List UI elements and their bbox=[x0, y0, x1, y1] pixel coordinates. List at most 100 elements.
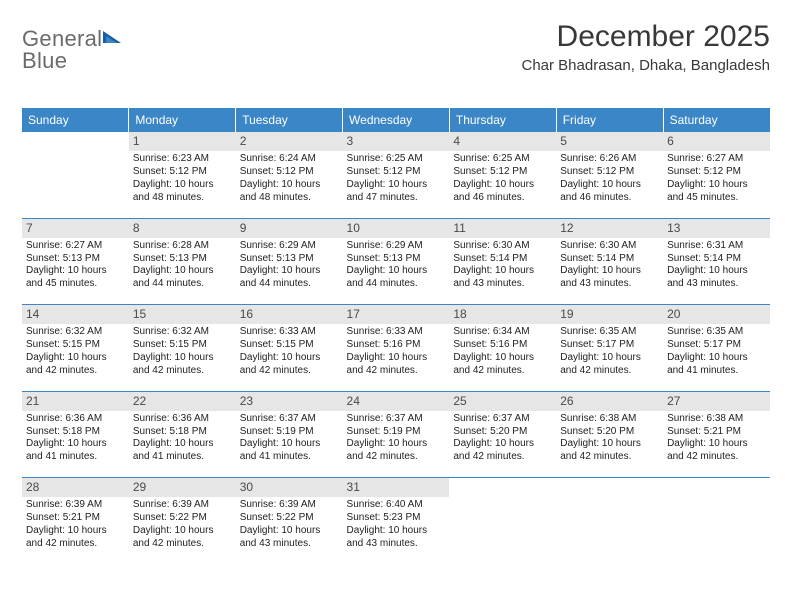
calendar-day-cell: 17Sunrise: 6:33 AMSunset: 5:16 PMDayligh… bbox=[343, 305, 450, 391]
daylight-line: Daylight: 10 hours and 48 minutes. bbox=[133, 179, 232, 205]
day-number: 28 bbox=[22, 478, 129, 497]
sunrise-line: Sunrise: 6:32 AM bbox=[133, 326, 232, 339]
sunset-line: Sunset: 5:19 PM bbox=[240, 426, 339, 439]
daylight-line: Daylight: 10 hours and 42 minutes. bbox=[347, 352, 446, 378]
day-number: 14 bbox=[22, 305, 129, 324]
sunrise-line: Sunrise: 6:25 AM bbox=[347, 153, 446, 166]
calendar-day-cell: 3Sunrise: 6:25 AMSunset: 5:12 PMDaylight… bbox=[343, 132, 450, 218]
daylight-line: Daylight: 10 hours and 46 minutes. bbox=[560, 179, 659, 205]
sunset-line: Sunset: 5:13 PM bbox=[133, 253, 232, 266]
daylight-line: Daylight: 10 hours and 42 minutes. bbox=[453, 438, 552, 464]
day-number: 15 bbox=[129, 305, 236, 324]
calendar-day-cell: 8Sunrise: 6:28 AMSunset: 5:13 PMDaylight… bbox=[129, 219, 236, 305]
calendar-day-cell: 19Sunrise: 6:35 AMSunset: 5:17 PMDayligh… bbox=[556, 305, 663, 391]
sunset-line: Sunset: 5:16 PM bbox=[347, 339, 446, 352]
daylight-line: Daylight: 10 hours and 41 minutes. bbox=[26, 438, 125, 464]
sunrise-line: Sunrise: 6:28 AM bbox=[133, 240, 232, 253]
brand-word-blue-wrap: Blue bbox=[22, 48, 67, 74]
sunrise-line: Sunrise: 6:33 AM bbox=[240, 326, 339, 339]
calendar-day-cell: 15 Sunrise: 6:32 AMSunset: 5:15 PMDayligh… bbox=[129, 305, 236, 391]
day-number: 5 bbox=[556, 132, 663, 151]
day-number: 13 bbox=[663, 219, 770, 238]
day-number: 22 bbox=[129, 392, 236, 411]
brand-word-blue: Blue bbox=[22, 48, 67, 73]
sunrise-line: Sunrise: 6:38 AM bbox=[560, 413, 659, 426]
sunset-line: Sunset: 5:18 PM bbox=[133, 426, 232, 439]
sunrise-line: Sunrise: 6:26 AM bbox=[560, 153, 659, 166]
calendar-day-cell: 4Sunrise: 6:25 AMSunset: 5:12 PMDaylight… bbox=[449, 132, 556, 218]
daylight-line: Daylight: 10 hours and 42 minutes. bbox=[560, 438, 659, 464]
header: General December 2025 Char Bhadrasan, Dh… bbox=[22, 20, 770, 74]
sunrise-line: Sunrise: 6:36 AM bbox=[133, 413, 232, 426]
sunrise-line: Sunrise: 6:39 AM bbox=[26, 499, 125, 512]
weekday-header: Friday bbox=[556, 108, 663, 132]
daylight-line: Daylight: 10 hours and 45 minutes. bbox=[26, 265, 125, 291]
daylight-line: Daylight: 10 hours and 42 minutes. bbox=[133, 525, 232, 551]
sunset-line: Sunset: 5:15 PM bbox=[133, 339, 232, 352]
calendar-day-cell: 26 Sunrise: 6:38 AMSunset: 5:20 PMDayligh… bbox=[556, 392, 663, 478]
day-number: 29 bbox=[129, 478, 236, 497]
calendar-week-row: 1Sunrise: 6:23 AMSunset: 5:12 PMDaylight… bbox=[22, 132, 770, 218]
month-title: December 2025 bbox=[522, 20, 771, 53]
day-number: 20 bbox=[663, 305, 770, 324]
calendar-day-cell: 18Sunrise: 6:34 AMSunset: 5:16 PMDayligh… bbox=[449, 305, 556, 391]
calendar-day-cell: 13Sunrise: 6:31 AMSunset: 5:14 PMDayligh… bbox=[663, 219, 770, 305]
sunrise-line: Sunrise: 6:34 AM bbox=[453, 326, 552, 339]
sunrise-line: Sunrise: 6:37 AM bbox=[453, 413, 552, 426]
daylight-line: Daylight: 10 hours and 42 minutes. bbox=[667, 438, 766, 464]
day-number: 4 bbox=[449, 132, 556, 151]
day-number: 21 bbox=[22, 392, 129, 411]
sunset-line: Sunset: 5:12 PM bbox=[133, 166, 232, 179]
calendar-day-cell: 20Sunrise: 6:35 AMSunset: 5:17 PMDayligh… bbox=[663, 305, 770, 391]
calendar-day-cell: 7Sunrise: 6:27 AMSunset: 5:13 PMDaylight… bbox=[22, 219, 129, 305]
sunrise-line: Sunrise: 6:39 AM bbox=[133, 499, 232, 512]
daylight-line: Daylight: 10 hours and 42 minutes. bbox=[26, 525, 125, 551]
sunset-line: Sunset: 5:19 PM bbox=[347, 426, 446, 439]
sunrise-line: Sunrise: 6:39 AM bbox=[240, 499, 339, 512]
day-number: 24 bbox=[343, 392, 450, 411]
calendar-table: SundayMondayTuesdayWednesdayThursdayFrid… bbox=[22, 108, 770, 564]
day-number: 25 bbox=[449, 392, 556, 411]
sunset-line: Sunset: 5:20 PM bbox=[560, 426, 659, 439]
sunrise-line: Sunrise: 6:40 AM bbox=[347, 499, 446, 512]
day-number: 10 bbox=[343, 219, 450, 238]
calendar-day-cell: 22Sunrise: 6:36 AMSunset: 5:18 PMDayligh… bbox=[129, 392, 236, 478]
calendar-page: General December 2025 Char Bhadrasan, Dh… bbox=[0, 0, 792, 612]
sunrise-line: Sunrise: 6:30 AM bbox=[453, 240, 552, 253]
sunset-line: Sunset: 5:12 PM bbox=[347, 166, 446, 179]
sunset-line: Sunset: 5:17 PM bbox=[667, 339, 766, 352]
calendar-empty-cell bbox=[449, 478, 556, 564]
day-number: 2 bbox=[236, 132, 343, 151]
calendar-day-cell: 14Sunrise: 6:32 AMSunset: 5:15 PMDayligh… bbox=[22, 305, 129, 391]
calendar-day-cell: 12Sunrise: 6:30 AMSunset: 5:14 PMDayligh… bbox=[556, 219, 663, 305]
sunset-line: Sunset: 5:15 PM bbox=[240, 339, 339, 352]
sunrise-line: Sunrise: 6:32 AM bbox=[26, 326, 125, 339]
sunset-line: Sunset: 5:14 PM bbox=[453, 253, 552, 266]
daylight-line: Daylight: 10 hours and 42 minutes. bbox=[133, 352, 232, 378]
sunrise-line: Sunrise: 6:24 AM bbox=[240, 153, 339, 166]
title-block: December 2025 Char Bhadrasan, Dhaka, Ban… bbox=[522, 20, 771, 74]
day-number: 27 bbox=[663, 392, 770, 411]
sunrise-line: Sunrise: 6:35 AM bbox=[560, 326, 659, 339]
weekday-header: Monday bbox=[129, 108, 236, 132]
day-number: 8 bbox=[129, 219, 236, 238]
sunset-line: Sunset: 5:18 PM bbox=[26, 426, 125, 439]
sunset-line: Sunset: 5:16 PM bbox=[453, 339, 552, 352]
daylight-line: Daylight: 10 hours and 42 minutes. bbox=[240, 352, 339, 378]
daylight-line: Daylight: 10 hours and 43 minutes. bbox=[667, 265, 766, 291]
calendar-day-cell: 11Sunrise: 6:30 AMSunset: 5:14 PMDayligh… bbox=[449, 219, 556, 305]
calendar-day-cell: 23Sunrise: 6:37 AMSunset: 5:19 PMDayligh… bbox=[236, 392, 343, 478]
daylight-line: Daylight: 10 hours and 48 minutes. bbox=[240, 179, 339, 205]
sunset-line: Sunset: 5:13 PM bbox=[240, 253, 339, 266]
weekday-header: Thursday bbox=[449, 108, 556, 132]
sunset-line: Sunset: 5:17 PM bbox=[560, 339, 659, 352]
daylight-line: Daylight: 10 hours and 42 minutes. bbox=[26, 352, 125, 378]
day-number: 3 bbox=[343, 132, 450, 151]
daylight-line: Daylight: 10 hours and 42 minutes. bbox=[560, 352, 659, 378]
calendar-day-cell: 6Sunrise: 6:27 AMSunset: 5:12 PMDaylight… bbox=[663, 132, 770, 218]
sunset-line: Sunset: 5:21 PM bbox=[26, 512, 125, 525]
daylight-line: Daylight: 10 hours and 41 minutes. bbox=[667, 352, 766, 378]
day-number: 26 bbox=[556, 392, 663, 411]
sunrise-line: Sunrise: 6:38 AM bbox=[667, 413, 766, 426]
sunset-line: Sunset: 5:12 PM bbox=[560, 166, 659, 179]
